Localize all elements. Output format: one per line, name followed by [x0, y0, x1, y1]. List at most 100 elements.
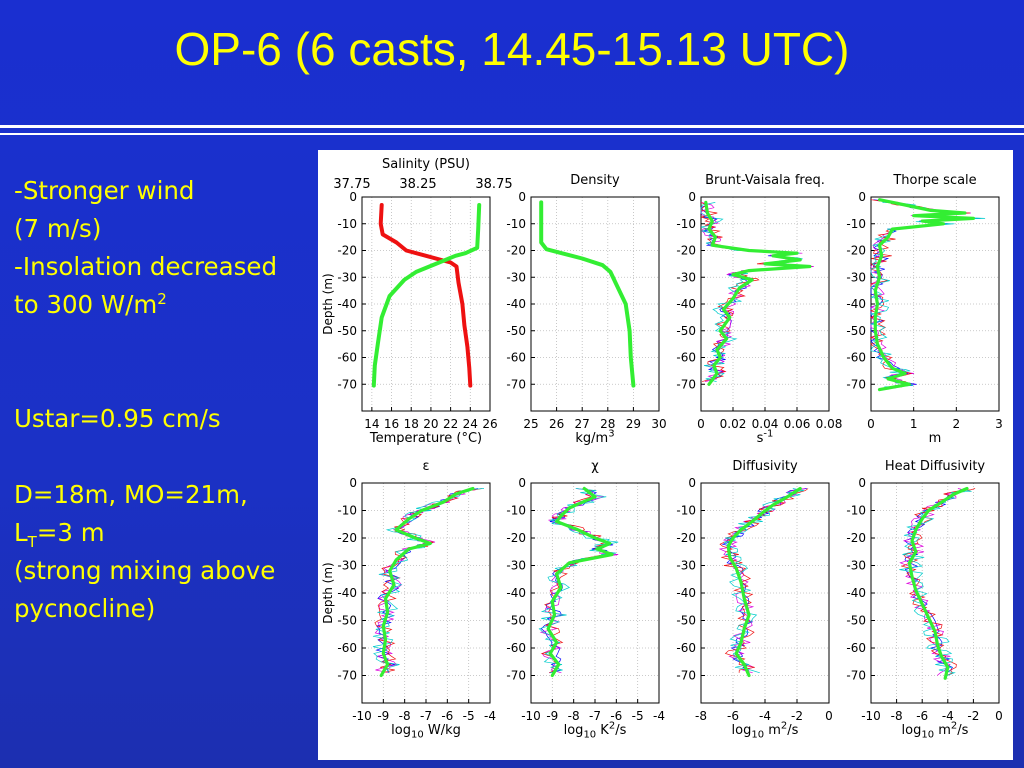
- panel-7: -8 -6 -4 -2 00-10-20-30-40-50-60-70: [676, 476, 832, 723]
- y-tick-label: -70: [676, 377, 696, 391]
- y-axis-label: Depth (m): [321, 562, 335, 623]
- cast-line: [374, 488, 482, 674]
- y-tick-label: -10: [676, 504, 696, 518]
- y-tick-label: -60: [846, 351, 866, 365]
- x-tick-label: -8: [891, 709, 903, 723]
- panel-title: χ: [591, 459, 599, 474]
- y-tick-label: -10: [337, 504, 357, 518]
- y-tick-label: -20: [337, 531, 357, 545]
- x-tick-label: -4: [942, 709, 954, 723]
- x-tick-label: 0: [995, 709, 1003, 723]
- slide-title: OP-6 (6 casts, 14.45-15.13 UTC): [174, 23, 850, 75]
- title-divider-thick: [0, 125, 1024, 128]
- note-depths: D=18m, MO=21m,: [14, 480, 248, 509]
- y-tick-label: -60: [676, 351, 696, 365]
- panel-8: -10 -8 -6 -4 -2 00-10-20-30-40-50-60-70: [846, 476, 1002, 723]
- x-tick-label: -2: [967, 709, 979, 723]
- series-line: [873, 198, 975, 392]
- y-tick-label: -70: [337, 377, 357, 391]
- x-tick-label: -7: [589, 709, 601, 723]
- series-line: [379, 486, 475, 678]
- y-tick-label: -50: [676, 614, 696, 628]
- x-tick-label: -2: [791, 709, 803, 723]
- series-line: [546, 486, 614, 678]
- x-tick-label: 0.06: [784, 417, 811, 431]
- x-tick-label: -4: [484, 709, 496, 723]
- y-tick-label: -10: [506, 217, 526, 231]
- profiles-figure: 14 16 18 20 22 24 26 0 -10 -20 -30 -40 -50 -60 -70 Dept…: [318, 150, 1013, 760]
- panel-4: 0 1 2 3 0 -10 -20 -30 -40 -50 -60 -70: [846, 190, 1002, 431]
- y-tick-label: -20: [676, 531, 696, 545]
- x-tick-label: -8: [399, 709, 411, 723]
- y-tick-label: 0: [518, 476, 526, 490]
- y-tick-label: -20: [846, 244, 866, 258]
- x-tick-label: 2: [953, 417, 961, 431]
- top-axis-tick-label: 37.75: [333, 177, 371, 192]
- series-line: [371, 203, 482, 388]
- x-tick-label: -10: [352, 709, 372, 723]
- note-ustar: Ustar=0.95 cm/s: [14, 404, 221, 433]
- x-tick-label: 0: [867, 417, 875, 431]
- x-tick-label: 3: [995, 417, 1003, 431]
- y-tick-label: -40: [846, 297, 866, 311]
- y-tick-label: -50: [506, 324, 526, 338]
- top-axis-tick-label: 38.25: [399, 177, 437, 192]
- x-axis-label: log10 m2/s: [901, 720, 969, 741]
- panel-title: Brunt-Vaisala freq.: [705, 173, 825, 188]
- x-tick-label: 24: [463, 417, 478, 431]
- x-tick-label: 25: [523, 417, 538, 431]
- series-line: [907, 486, 969, 680]
- x-tick-label: -6: [441, 709, 453, 723]
- x-tick-label: -6: [727, 709, 739, 723]
- x-tick-label: -9: [377, 709, 389, 723]
- y-tick-label: -40: [337, 586, 357, 600]
- y-tick-label: -70: [846, 669, 866, 683]
- cast-line: [538, 488, 619, 674]
- y-tick-label: -10: [337, 217, 357, 231]
- notes-panel: -Stronger wind (7 m/s) -Insolation decre…: [14, 172, 314, 628]
- y-tick-label: -20: [337, 244, 357, 258]
- y-tick-label: -30: [846, 270, 866, 284]
- note-insolation: -Insolation decreased: [14, 252, 277, 281]
- series-line: [726, 486, 802, 678]
- y-tick-label: -40: [337, 297, 357, 311]
- x-axis-label: Temperature (°C): [369, 431, 483, 446]
- cast-line: [372, 488, 485, 673]
- y-tick-label: -60: [846, 641, 866, 655]
- x-axis-label: log10 m2/s: [731, 720, 799, 741]
- x-axis-label: log10 K2/s: [563, 720, 627, 741]
- y-tick-label: -60: [337, 351, 357, 365]
- x-tick-label: -8: [695, 709, 707, 723]
- y-tick-label: -50: [337, 324, 357, 338]
- y-tick-label: -30: [337, 270, 357, 284]
- x-tick-label: -8: [568, 709, 580, 723]
- y-tick-label: -50: [676, 324, 696, 338]
- panel-title: Thorpe scale: [893, 173, 977, 188]
- y-tick-label: -30: [506, 270, 526, 284]
- x-tick-label: -7: [420, 709, 432, 723]
- y-tick-label: -40: [676, 586, 696, 600]
- y-tick-label: 0: [858, 190, 866, 204]
- panel-5: -10 -9 -8 -7 -6 -5 -40-10-20-30-40-50-60-70Dep…: [321, 476, 496, 723]
- y-tick-label: -30: [676, 559, 696, 573]
- y-tick-label: -40: [506, 297, 526, 311]
- x-axis-label: s-1: [756, 428, 774, 446]
- y-tick-label: -40: [676, 297, 696, 311]
- x-tick-label: -6: [916, 709, 928, 723]
- note-insolation-value: to 300 W/m2: [14, 289, 167, 319]
- y-tick-label: 0: [688, 190, 696, 204]
- panel-title: Diffusivity: [732, 459, 798, 474]
- y-tick-label: -30: [676, 270, 696, 284]
- x-tick-label: 26: [549, 417, 564, 431]
- x-tick-label: 0.04: [752, 417, 779, 431]
- x-tick-label: 26: [482, 417, 497, 431]
- panel-2: 25 26 27 28 29 30 0 -10 -20 -30 -40 -50 -60 -70: [506, 190, 666, 431]
- x-tick-label: -10: [521, 709, 541, 723]
- y-tick-label: -20: [506, 531, 526, 545]
- y-tick-label: -30: [337, 559, 357, 573]
- y-tick-label: -30: [846, 559, 866, 573]
- x-tick-label: 28: [600, 417, 615, 431]
- x-tick-label: 0.08: [816, 417, 843, 431]
- title-divider-thin: [0, 133, 1024, 135]
- cast-line: [700, 202, 809, 382]
